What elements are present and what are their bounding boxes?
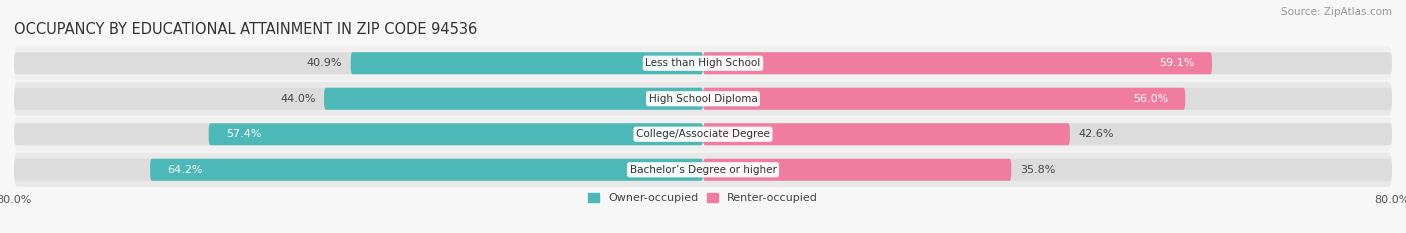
Text: 57.4%: 57.4% [226,129,262,139]
Text: Bachelor’s Degree or higher: Bachelor’s Degree or higher [630,165,776,175]
FancyBboxPatch shape [703,159,1392,181]
FancyBboxPatch shape [14,159,703,181]
FancyBboxPatch shape [703,88,1185,110]
Text: 64.2%: 64.2% [167,165,202,175]
FancyBboxPatch shape [703,52,1212,74]
Text: OCCUPANCY BY EDUCATIONAL ATTAINMENT IN ZIP CODE 94536: OCCUPANCY BY EDUCATIONAL ATTAINMENT IN Z… [14,22,477,37]
FancyBboxPatch shape [703,159,1011,181]
FancyBboxPatch shape [208,123,703,145]
Text: 56.0%: 56.0% [1133,94,1168,104]
FancyBboxPatch shape [14,82,1392,116]
FancyBboxPatch shape [14,46,1392,80]
Text: College/Associate Degree: College/Associate Degree [636,129,770,139]
FancyBboxPatch shape [150,159,703,181]
FancyBboxPatch shape [14,153,1392,187]
FancyBboxPatch shape [14,52,703,74]
FancyBboxPatch shape [14,123,703,145]
Text: Less than High School: Less than High School [645,58,761,68]
Text: 44.0%: 44.0% [280,94,315,104]
Text: 40.9%: 40.9% [307,58,342,68]
FancyBboxPatch shape [703,123,1070,145]
Text: 35.8%: 35.8% [1019,165,1056,175]
FancyBboxPatch shape [703,52,1392,74]
FancyBboxPatch shape [14,117,1392,151]
Text: Source: ZipAtlas.com: Source: ZipAtlas.com [1281,7,1392,17]
FancyBboxPatch shape [703,88,1392,110]
Legend: Owner-occupied, Renter-occupied: Owner-occupied, Renter-occupied [583,189,823,208]
FancyBboxPatch shape [323,88,703,110]
FancyBboxPatch shape [703,123,1392,145]
Text: 59.1%: 59.1% [1160,58,1195,68]
Text: 42.6%: 42.6% [1078,129,1114,139]
FancyBboxPatch shape [14,88,703,110]
FancyBboxPatch shape [350,52,703,74]
Text: High School Diploma: High School Diploma [648,94,758,104]
